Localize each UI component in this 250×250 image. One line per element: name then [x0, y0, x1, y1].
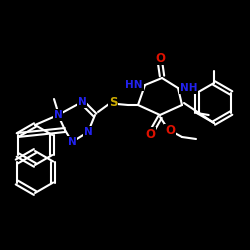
Text: NH: NH [180, 83, 198, 93]
Text: N: N [84, 127, 92, 137]
Text: HN: HN [126, 80, 143, 90]
Text: N: N [78, 97, 86, 107]
Text: N: N [54, 110, 62, 120]
Text: N: N [68, 137, 76, 147]
Text: S: S [109, 96, 117, 108]
Text: O: O [165, 124, 175, 138]
Text: O: O [145, 128, 155, 140]
Text: O: O [155, 52, 165, 64]
